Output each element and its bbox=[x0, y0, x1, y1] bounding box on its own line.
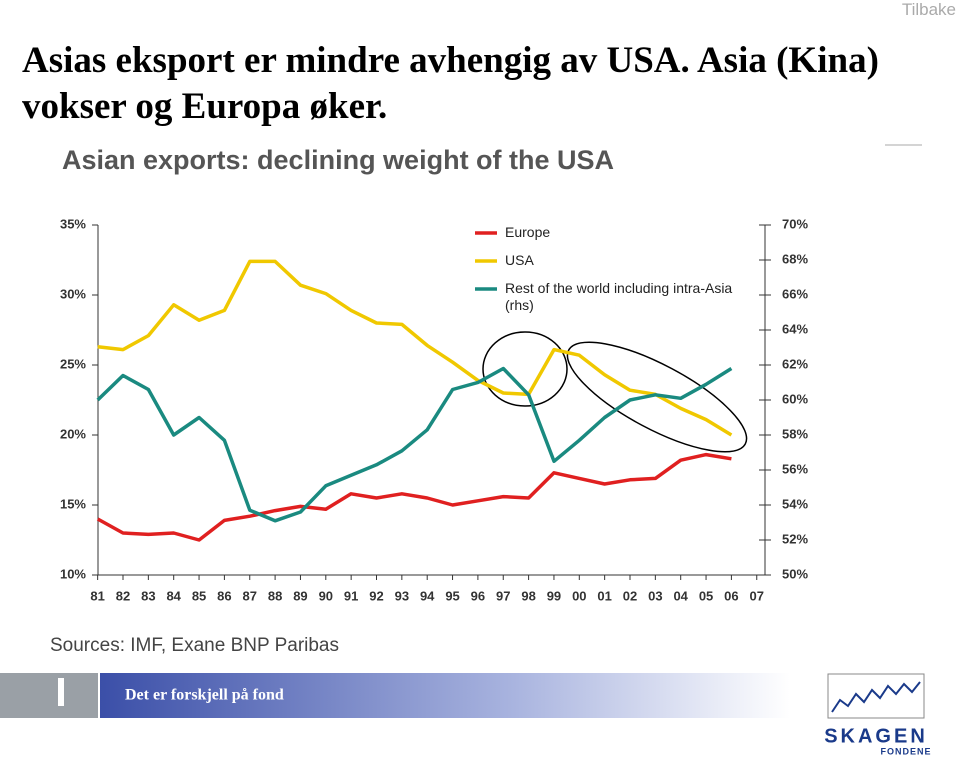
x-tick-label: 92 bbox=[369, 588, 383, 603]
legend-entry: Europe bbox=[505, 224, 551, 240]
y2-tick-label: 50% bbox=[782, 566, 808, 581]
legend-label: Europe bbox=[505, 224, 551, 240]
x-tick-label: 01 bbox=[597, 588, 611, 603]
y2-tick-label: 64% bbox=[782, 321, 808, 336]
series-line bbox=[96, 366, 733, 523]
y2-tick-label: 70% bbox=[782, 216, 808, 231]
x-tick-label: 00 bbox=[572, 588, 586, 603]
x-tick-label: 04 bbox=[673, 588, 688, 603]
x-tick-label: 96 bbox=[471, 588, 485, 603]
y2-tick-label: 66% bbox=[782, 286, 808, 301]
x-tick-label: 84 bbox=[166, 588, 181, 603]
legend-label: Rest of the world including intra-Asia (… bbox=[505, 280, 733, 313]
y-tick-label: 30% bbox=[60, 286, 86, 301]
x-tick-label: 94 bbox=[420, 588, 435, 603]
legend-label: USA bbox=[505, 252, 534, 268]
x-tick-label: 07 bbox=[750, 588, 764, 603]
x-tick-label: 88 bbox=[268, 588, 282, 603]
y-tick-label: 25% bbox=[60, 356, 86, 371]
x-tick-label: 06 bbox=[724, 588, 738, 603]
chart-source: Sources: IMF, Exane BNP Paribas bbox=[50, 635, 339, 656]
x-tick-label: 97 bbox=[496, 588, 510, 603]
highlight-ellipse bbox=[482, 331, 568, 407]
logo-graph bbox=[831, 681, 921, 713]
x-tick-label: 99 bbox=[547, 588, 561, 603]
y2-tick-label: 56% bbox=[782, 461, 808, 476]
x-tick-label: 90 bbox=[319, 588, 333, 603]
y2-tick-label: 54% bbox=[782, 496, 808, 511]
y2-tick-label: 58% bbox=[782, 426, 808, 441]
x-tick-label: 83 bbox=[141, 588, 155, 603]
series-line bbox=[96, 452, 732, 542]
footer-band bbox=[100, 673, 790, 718]
y2-tick-label: 60% bbox=[782, 391, 808, 406]
x-tick-label: 87 bbox=[243, 588, 257, 603]
lighthouse bbox=[58, 678, 64, 706]
x-tick-label: 05 bbox=[699, 588, 713, 603]
x-tick-label: 03 bbox=[648, 588, 662, 603]
x-tick-label: 02 bbox=[623, 588, 637, 603]
x-tick-label: 95 bbox=[445, 588, 459, 603]
logo-sub: FONDENE bbox=[880, 746, 931, 756]
footer-text: Det er forskjell på fond bbox=[125, 687, 284, 704]
x-tick-label: 91 bbox=[344, 588, 358, 603]
highlight-ellipse bbox=[566, 341, 748, 453]
logo-box bbox=[827, 673, 925, 719]
x-tick-label: 89 bbox=[293, 588, 307, 603]
x-tick-label: 82 bbox=[116, 588, 130, 603]
lighthouse-photo bbox=[0, 673, 98, 718]
legend-entry: USA bbox=[505, 252, 534, 268]
series-line bbox=[97, 259, 733, 437]
chart-title: Asian exports: declining weight of the U… bbox=[62, 145, 614, 175]
y2-tick-label: 68% bbox=[782, 251, 808, 266]
plot: 10% 15% 20% 25% 30% 35% 50% 52% 54% 56% 58% 60% 62% 6… bbox=[60, 216, 808, 603]
x-tick-label: 98 bbox=[521, 588, 535, 603]
x-tick-label: 85 bbox=[192, 588, 206, 603]
y2-tick-label: 52% bbox=[782, 531, 808, 546]
y-tick-label: 15% bbox=[60, 496, 86, 511]
slide-title: Asias eksport er mindre avhengig av USA.… bbox=[22, 40, 879, 127]
y-tick-label: 35% bbox=[60, 216, 86, 231]
x-tick-label: 86 bbox=[217, 588, 231, 603]
legend-entry: Rest of the world including intra-Asia (… bbox=[505, 280, 733, 313]
x-tick-label: 81 bbox=[90, 588, 104, 603]
y2-tick-label: 62% bbox=[782, 356, 808, 371]
back-link[interactable]: Tilbake bbox=[901, 0, 956, 19]
logo-name: SKAGEN bbox=[824, 725, 928, 747]
y-tick-label: 20% bbox=[60, 426, 86, 441]
x-tick-label: 93 bbox=[395, 588, 409, 603]
y-tick-label: 10% bbox=[60, 566, 86, 581]
